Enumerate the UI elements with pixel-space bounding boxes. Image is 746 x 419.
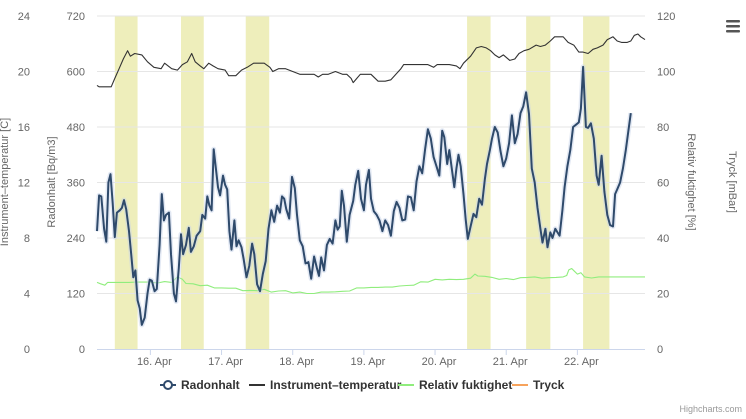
tick-label-humidity: 40 [657, 233, 669, 245]
legend-label: Tryck [533, 378, 565, 392]
tick-label-radon: 600 [67, 67, 85, 79]
legend-item[interactable]: Instrument–temperatur [249, 378, 402, 392]
series-line-relativ-fuktighet[interactable] [96, 267, 645, 295]
axis-title-radon: Radonhalt [Bq/m3] [46, 136, 58, 227]
tick-label-humidity: 100 [657, 67, 675, 79]
tick-label-date: 21. Apr [493, 356, 528, 368]
tick-label-radon: 480 [67, 122, 85, 134]
series-line-radonhalt[interactable] [96, 65, 632, 326]
tick-label-humidity: 80 [657, 122, 669, 134]
legend-item[interactable]: Tryck [512, 378, 565, 392]
tick-label-temperature: 8 [24, 233, 30, 245]
axis-title-humidity: Relativ fuktighet [%] [685, 133, 697, 230]
hamburger-menu-icon[interactable] [722, 18, 742, 36]
legend-label: Instrument–temperatur [270, 378, 402, 392]
tick-label-humidity: 0 [657, 344, 663, 356]
tick-label-temperature: 16 [18, 122, 30, 134]
tick-label-date: 16. Apr [137, 356, 172, 368]
tick-label-humidity: 120 [657, 11, 675, 23]
axis-title-pressure: Tryck [mBar] [726, 151, 738, 213]
series-layer [94, 33, 646, 328]
legend[interactable]: Radonhalt Instrument–temperatur Relativ fu… [160, 378, 565, 392]
tick-label-humidity: 20 [657, 289, 669, 301]
tick-label-date: 17. Apr [208, 356, 243, 368]
tick-label-temperature: 24 [18, 11, 30, 23]
legend-item[interactable]: Relativ fuktighet [398, 378, 512, 392]
tick-label-temperature: 20 [18, 67, 30, 79]
series-line-instrument-temperatur[interactable] [96, 33, 646, 88]
tick-label-radon: 240 [67, 233, 85, 245]
legend-label: Radonhalt [181, 378, 240, 392]
credits-link[interactable]: Highcharts.com [679, 404, 742, 414]
axis-title-temperature: Instrument–temperatur [C] [0, 118, 11, 246]
tick-label-temperature: 0 [24, 344, 30, 356]
tick-label-temperature: 4 [24, 289, 30, 301]
legend-item[interactable]: Radonhalt [160, 378, 240, 392]
tick-label-date: 22. Apr [564, 356, 599, 368]
tick-label-radon: 720 [67, 11, 85, 23]
tick-label-date: 20. Apr [422, 356, 457, 368]
legend-label: Relativ fuktighet [419, 378, 512, 392]
tick-label-radon: 120 [67, 289, 85, 301]
tick-label-date: 18. Apr [279, 356, 314, 368]
tick-label-temperature: 12 [18, 178, 30, 190]
tick-label-radon: 360 [67, 178, 85, 190]
legend-marker [163, 380, 173, 390]
tick-label-date: 19. Apr [350, 356, 385, 368]
tick-label-humidity: 60 [657, 178, 669, 190]
tick-label-radon: 0 [79, 344, 85, 356]
axes: 0 0 0 4 120 20 8 240 40 12 360 60 16 480 80 20 600 100 24 7… [18, 11, 676, 368]
